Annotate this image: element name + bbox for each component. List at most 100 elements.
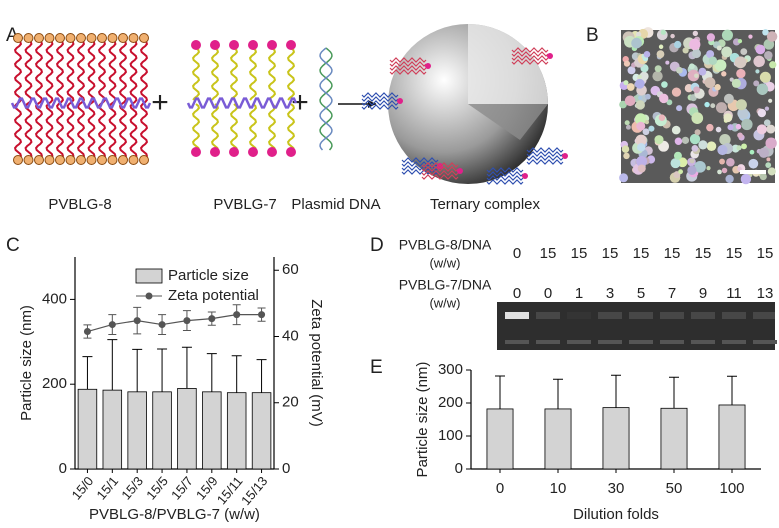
sem-particle: [654, 65, 662, 73]
x-tick-label: 15/11: [214, 473, 246, 507]
cation-bead: [286, 147, 296, 157]
error-bar: [206, 353, 217, 392]
complex-chain: [389, 65, 427, 71]
polymer-chain: [76, 39, 86, 159]
bar: [177, 388, 197, 470]
sem-particle: [725, 174, 734, 184]
sem-particle: [764, 51, 773, 60]
complex-chain: [401, 157, 439, 163]
gel-value: 11: [726, 285, 742, 302]
sem-particle: [687, 165, 697, 175]
sem-particle: [619, 100, 627, 109]
complex-chain: [421, 162, 459, 168]
sem-particle: [658, 44, 664, 50]
gel-value: 13: [757, 285, 774, 302]
gel-band: [722, 312, 746, 319]
gel-well: [505, 340, 529, 344]
gel-well: [722, 340, 746, 344]
x-tick-label: 15/3: [118, 473, 146, 502]
charge-bead: [86, 33, 97, 43]
sem-particle: [623, 152, 630, 160]
sem-particle: [762, 29, 769, 36]
error-bar: [495, 375, 505, 409]
complex-chain: [511, 55, 549, 61]
gel-value: 0: [513, 285, 521, 302]
x-tick-label: 100: [719, 480, 744, 497]
sem-particle: [625, 124, 631, 130]
complex-chain: [486, 175, 524, 181]
gel-value: 0: [513, 245, 521, 262]
sem-particle: [671, 87, 682, 97]
sem-particle: [753, 55, 765, 68]
sem-particle: [710, 103, 716, 109]
polymer-chain: [286, 103, 296, 151]
sem-particle: [737, 132, 743, 139]
polymer-chain: [229, 47, 239, 101]
x-tick-label: 50: [666, 480, 683, 497]
sem-particle: [766, 124, 776, 134]
sem-particle: [626, 83, 635, 91]
sem-particle: [748, 158, 759, 169]
complex-chain: [511, 47, 549, 53]
error-bar: [256, 359, 267, 393]
sem-particle: [691, 144, 699, 152]
gel-band: [660, 312, 684, 319]
charge-bead: [44, 33, 55, 43]
y-tick-label: 0: [59, 460, 67, 477]
polymer-chain: [66, 39, 75, 159]
sem-particle: [670, 158, 681, 169]
polymer-chain: [118, 39, 128, 159]
point: [158, 321, 166, 329]
sem-particle: [619, 173, 629, 183]
charge-bead: [23, 33, 34, 43]
sem-particle: [748, 34, 753, 39]
sem-particle: [689, 38, 701, 50]
complex-chain: [511, 59, 549, 65]
sem-particle: [755, 69, 760, 74]
sphere-cutaway: [468, 104, 548, 140]
bar: [718, 404, 746, 470]
complex-chain: [361, 104, 399, 110]
gel-band: [753, 312, 777, 319]
bar: [251, 392, 272, 470]
bar: [77, 388, 98, 470]
cation-bead: [229, 147, 239, 157]
sem-particle: [769, 61, 777, 69]
charge-bead: [97, 33, 107, 43]
polymer-chain: [267, 47, 277, 101]
cation-bead: [267, 40, 277, 50]
sem-particle: [740, 48, 748, 56]
gel-value: 15: [664, 245, 681, 262]
complex-chain: [389, 69, 427, 75]
gel-well: [536, 340, 560, 344]
cation-bead: [547, 53, 553, 59]
sem-particle: [694, 129, 701, 136]
complex-chain: [511, 51, 549, 57]
error-bar: [611, 374, 621, 408]
charge-bead: [86, 155, 97, 165]
complex-chain: [361, 92, 399, 98]
sem-particle: [660, 29, 667, 35]
sem-particle: [624, 120, 630, 126]
sem-particle: [704, 101, 710, 108]
sem-particle: [727, 124, 734, 131]
error-bar: [157, 348, 168, 392]
complex-chain: [421, 166, 459, 172]
x-axis-title: Dilution folds: [573, 506, 659, 523]
plus-sign: +: [291, 86, 309, 119]
gel-band: [567, 312, 591, 319]
error-bar: [132, 348, 143, 392]
point: [183, 317, 191, 325]
error-bar: [553, 378, 563, 409]
sem-particle: [636, 156, 648, 167]
sem-particle: [726, 157, 735, 167]
sem-particle: [763, 119, 771, 127]
cation-bead: [522, 173, 528, 179]
sem-particle: [731, 78, 741, 88]
sem-particle: [636, 121, 646, 131]
scale-bar: [740, 170, 766, 174]
sem-particle: [673, 151, 682, 160]
x-axis-title: PVBLG-8/PVBLG-7 (w/w): [89, 506, 260, 523]
complex-chain: [526, 155, 564, 161]
x-tick-label: 15/7: [168, 473, 196, 502]
